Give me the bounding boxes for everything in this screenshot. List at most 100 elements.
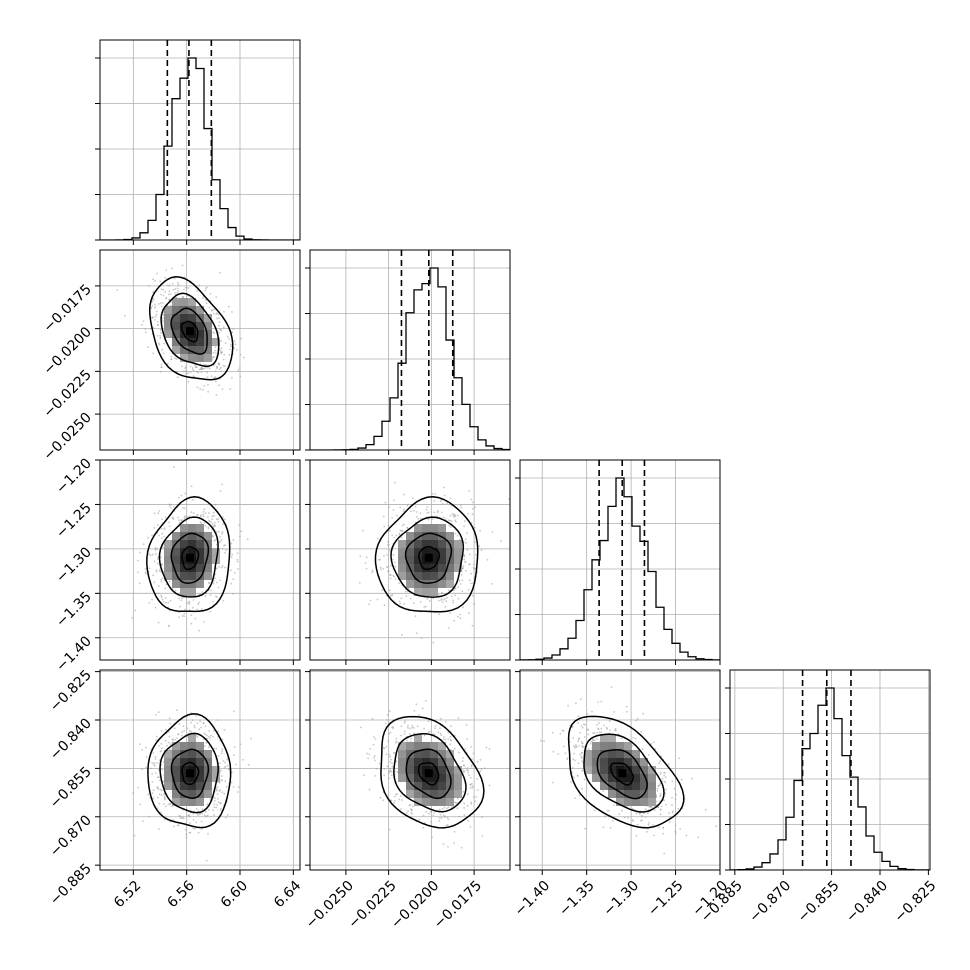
y-tick-label: −1.30 — [53, 544, 95, 586]
scatter-point — [147, 537, 149, 539]
scatter-point — [181, 264, 184, 267]
scatter-point — [161, 747, 163, 750]
density-cell — [600, 782, 608, 790]
scatter-point — [395, 793, 397, 796]
scatter-point — [665, 788, 667, 791]
scatter-point — [659, 795, 661, 798]
scatter-point — [154, 318, 157, 321]
scatter-point — [410, 811, 413, 814]
scatter-point — [468, 774, 470, 777]
scatter-point — [212, 809, 214, 811]
scatter-point — [153, 762, 156, 764]
scatter-point — [457, 514, 459, 517]
scatter-point — [215, 518, 218, 521]
scatter-point — [388, 772, 391, 775]
density-cell — [180, 758, 188, 766]
scatter-point — [575, 702, 577, 705]
scatter-point — [389, 755, 392, 758]
scatter-point — [222, 364, 225, 367]
scatter-point — [178, 723, 181, 725]
scatter-point — [479, 758, 482, 761]
scatter-point — [173, 506, 175, 508]
scatter-point — [148, 601, 151, 604]
scatter-point — [177, 283, 180, 286]
scatter-point — [167, 624, 170, 627]
scatter-point — [440, 734, 443, 736]
density-cell — [406, 742, 414, 750]
scatter-point — [431, 492, 434, 495]
scatter-point — [363, 774, 365, 777]
density-cell — [180, 346, 188, 354]
density-cell — [414, 782, 422, 790]
scatter-panel-1-0 — [95, 249, 301, 455]
scatter-point — [473, 603, 476, 606]
scatter-point — [453, 842, 455, 844]
density-cell — [196, 564, 204, 572]
density-cell — [164, 564, 172, 572]
scatter-point — [604, 815, 606, 817]
scatter-point — [408, 804, 411, 807]
scatter-point — [562, 730, 565, 732]
scatter-point — [142, 320, 145, 323]
scatter-point — [162, 546, 164, 549]
scatter-point — [665, 803, 667, 806]
x-tick-label: −1.30 — [601, 878, 643, 920]
density-cell — [430, 742, 438, 750]
scatter-point — [159, 280, 162, 283]
panel-frame — [729, 669, 931, 871]
scatter-point — [229, 388, 232, 390]
scatter-point — [192, 375, 195, 378]
scatter-point — [403, 523, 405, 526]
scatter-point — [233, 746, 236, 748]
scatter-point — [163, 818, 166, 821]
density-cell — [446, 758, 454, 766]
scatter-point — [220, 370, 222, 373]
density-cell — [172, 790, 180, 798]
scatter-point — [195, 715, 198, 717]
scatter-point — [466, 804, 469, 807]
scatter-point — [382, 567, 385, 570]
scatter-point — [608, 810, 610, 812]
scatter-point — [371, 718, 374, 720]
density-cell — [172, 532, 180, 540]
scatter-point — [155, 735, 158, 738]
scatter-point — [168, 505, 171, 507]
y-tick-label: −1.25 — [53, 500, 95, 542]
scatter-point — [371, 569, 374, 572]
density-cell — [422, 798, 430, 806]
scatter-point — [224, 566, 226, 569]
scatter-point — [176, 376, 179, 378]
scatter-point — [400, 597, 403, 600]
scatter-point — [392, 727, 394, 730]
scatter-point — [476, 789, 479, 791]
density-cell — [406, 556, 414, 564]
scatter-point — [442, 598, 445, 601]
scatter-point — [152, 278, 155, 281]
scatter-point — [399, 602, 402, 605]
scatter-point — [221, 738, 224, 741]
density-cell — [406, 774, 414, 782]
scatter-point — [232, 578, 235, 581]
scatter-point — [218, 530, 220, 533]
scatter-point — [141, 323, 143, 326]
grid — [100, 40, 300, 240]
scatter-point — [142, 820, 144, 822]
y-tick-label: −1.20 — [53, 456, 95, 498]
scatter-point — [222, 516, 224, 519]
scatter-point — [222, 358, 225, 361]
scatter-point — [387, 543, 390, 546]
scatter-point — [383, 768, 386, 770]
scatter-point — [214, 370, 217, 373]
density-cell — [446, 564, 454, 572]
scatter-point — [382, 799, 384, 802]
density-cell — [438, 782, 446, 790]
scatter-point — [359, 555, 362, 558]
scatter-point — [459, 613, 462, 616]
scatter-point — [215, 806, 218, 809]
scatter-point — [172, 819, 175, 821]
scatter-point — [156, 762, 159, 764]
density-cell — [398, 564, 406, 572]
scatter-point — [168, 580, 171, 583]
scatter-point — [388, 777, 390, 779]
scatter-point — [671, 796, 673, 799]
